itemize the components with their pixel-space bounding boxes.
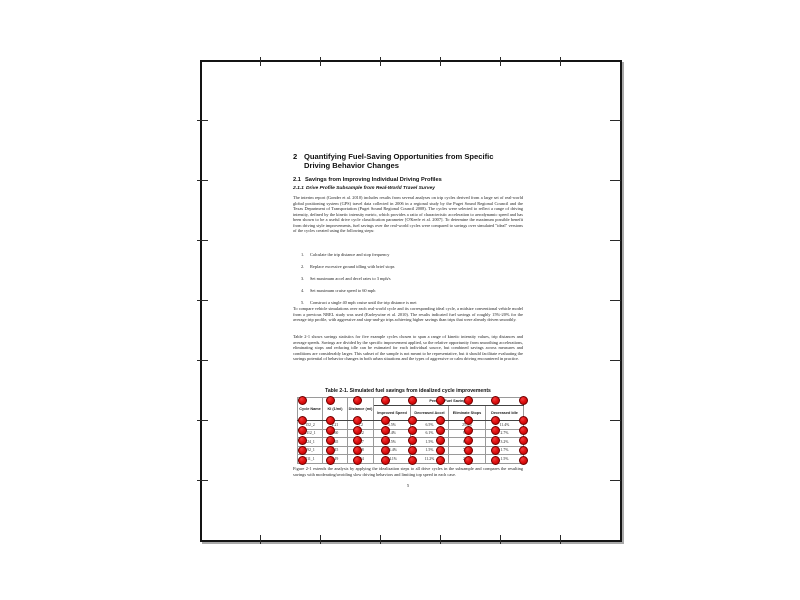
annotation-dot[interactable] [463,445,473,455]
annotation-dot[interactable] [407,415,417,425]
annotation-dot[interactable] [352,435,362,445]
annotation-dot[interactable] [435,395,445,405]
annotation-dot[interactable] [297,455,307,465]
body-paragraph-1: The interim report (Gonder et al. 2010) … [293,195,523,234]
annotation-dot[interactable] [518,425,528,435]
list-item: 4. Set maximum cruise speed to 60 mph [301,287,376,293]
annotation-dot[interactable] [380,455,390,465]
annotation-dot[interactable] [518,415,528,425]
table-group-header: Percent Fuel Savings [372,397,525,406]
annotation-dot[interactable] [490,425,500,435]
annotation-dot[interactable] [297,395,307,405]
annotation-dot[interactable] [380,425,390,435]
annotation-dot[interactable] [490,395,500,405]
list-item: 5. Construct a single 40 mph cruise until… [301,299,417,305]
annotation-dot[interactable] [380,445,390,455]
annotation-dot[interactable] [297,445,307,455]
table-cell: 21.4% [373,445,411,456]
annotation-dot[interactable] [463,415,473,425]
annotation-dot[interactable] [463,425,473,435]
annotation-dot[interactable] [325,395,335,405]
annotation-dot[interactable] [297,435,307,445]
annotation-dot[interactable] [297,425,307,435]
annotation-dot[interactable] [325,435,335,445]
annotation-dot[interactable] [297,415,307,425]
chapter-title: Quantifying Fuel-Saving Opportunities fr… [304,152,494,170]
annotation-dot[interactable] [435,445,445,455]
annotation-dot[interactable] [463,395,473,405]
chapter-number: 2 [293,152,298,161]
annotation-dot[interactable] [352,455,362,465]
annotation-dot[interactable] [325,445,335,455]
list-item: 1. Calculate the trip distance and stop f… [301,252,390,257]
annotation-dot[interactable] [407,455,417,465]
subsection-heading: 2.1.1 Drive Profile Subsample from Real-W… [293,186,435,191]
annotation-dot[interactable] [380,435,390,445]
annotation-dot[interactable] [325,425,335,435]
annotation-dot[interactable] [325,415,335,425]
annotation-dot[interactable] [518,395,528,405]
table-column-header: Improved Speed [373,405,411,421]
annotation-dot[interactable] [518,455,528,465]
annotation-dot[interactable] [490,415,500,425]
annotation-dot[interactable] [490,435,500,445]
section-heading: 2.1 Savings from Improving Individual Dri… [293,177,442,183]
annotation-dot[interactable] [407,445,417,455]
table-cell: 24.1% [373,454,411,464]
annotation-dot[interactable] [407,395,417,405]
annotation-dot[interactable] [380,415,390,425]
annotation-dot[interactable] [407,435,417,445]
annotation-dot[interactable] [435,435,445,445]
annotation-dot[interactable] [352,445,362,455]
closing-paragraph: Figure 2-1 extends the analysis by apply… [293,466,523,477]
annotation-dot[interactable] [463,435,473,445]
table-cell: 0.4% [373,428,411,439]
annotation-dot[interactable] [490,455,500,465]
page-number: 5 [406,483,410,488]
chapter-heading: 2 Quantifying Fuel-Saving Opportunities … [293,152,517,170]
annotation-dot[interactable] [352,415,362,425]
list-item: 2. Replace excessive ground idling with b… [301,263,395,269]
annotation-dot[interactable] [463,455,473,465]
annotation-dot[interactable] [380,395,390,405]
list-item: 3. Set maximum accel and decel rates to 3… [301,275,391,281]
table-cell: 5.5% [373,420,411,430]
annotation-dot[interactable] [490,445,500,455]
annotation-dot[interactable] [407,425,417,435]
annotation-dot[interactable] [352,425,362,435]
annotation-dot[interactable] [352,395,362,405]
table-cell: 5.5% [373,437,411,447]
annotation-dot[interactable] [518,435,528,445]
annotation-dot[interactable] [435,415,445,425]
annotation-dot[interactable] [518,445,528,455]
numbered-list: 1. Calculate the trip distance and stop f… [301,252,523,311]
annotation-dot[interactable] [435,455,445,465]
body-paragraph-2: To compare vehicle simulations over each… [293,306,523,323]
annotation-dot[interactable] [325,455,335,465]
table-caption: Table 2-1. Simulated fuel savings from i… [325,388,491,394]
body-paragraph-3: Table 2-1 shows savings statistics for f… [293,334,523,362]
annotation-dot[interactable] [435,425,445,435]
